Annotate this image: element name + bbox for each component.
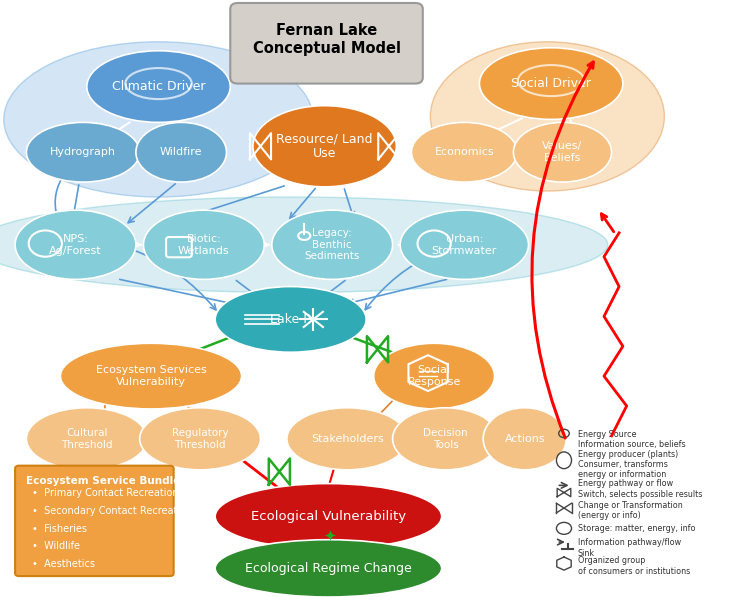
Text: Stakeholders: Stakeholders — [311, 434, 384, 444]
Text: Lake P: Lake P — [270, 313, 311, 326]
Text: •  Wildlife: • Wildlife — [32, 541, 81, 552]
Text: Decision
Tools: Decision Tools — [423, 428, 468, 450]
Ellipse shape — [430, 42, 664, 191]
Ellipse shape — [411, 122, 517, 182]
Text: Resource/ Land
Use: Resource/ Land Use — [276, 133, 373, 160]
FancyBboxPatch shape — [230, 3, 423, 84]
Text: Ecosystem Services
Vulnerability: Ecosystem Services Vulnerability — [96, 365, 206, 387]
Text: Biotic:
Wetlands: Biotic: Wetlands — [178, 234, 230, 256]
Text: •  Primary Contact Recreation: • Primary Contact Recreation — [32, 488, 179, 498]
Text: NPS:
Ag/Forest: NPS: Ag/Forest — [49, 234, 102, 256]
Text: Ecological Regime Change: Ecological Regime Change — [245, 562, 411, 575]
Text: Energy producer (plants)
Consumer, transforms
energy or information: Energy producer (plants) Consumer, trans… — [578, 450, 678, 479]
Ellipse shape — [513, 122, 612, 182]
FancyBboxPatch shape — [15, 466, 174, 576]
Text: Energy Source
Information source, beliefs: Energy Source Information source, belief… — [578, 430, 686, 449]
Text: Regulatory
Threshold: Regulatory Threshold — [172, 428, 229, 450]
Text: Ecological Vulnerability: Ecological Vulnerability — [251, 510, 406, 523]
Ellipse shape — [26, 122, 140, 182]
Text: Legacy:
Benthic
Sediments: Legacy: Benthic Sediments — [304, 228, 360, 261]
Ellipse shape — [215, 484, 442, 549]
Ellipse shape — [253, 106, 396, 187]
Ellipse shape — [483, 408, 566, 470]
Text: •  Secondary Contact Recreation: • Secondary Contact Recreation — [32, 506, 193, 516]
Text: Urban:
Stormwater: Urban: Stormwater — [432, 234, 497, 256]
Text: Climatic Driver: Climatic Driver — [112, 80, 205, 93]
Ellipse shape — [479, 48, 623, 119]
Ellipse shape — [400, 210, 528, 279]
Text: Values/
Beliefs: Values/ Beliefs — [542, 141, 583, 163]
Ellipse shape — [136, 122, 226, 182]
Text: Social Driver: Social Driver — [511, 77, 591, 90]
Ellipse shape — [60, 343, 242, 409]
Ellipse shape — [215, 287, 366, 352]
Ellipse shape — [140, 408, 260, 470]
Text: Hydrograph: Hydrograph — [50, 147, 116, 157]
Ellipse shape — [143, 210, 264, 279]
Ellipse shape — [87, 51, 230, 122]
Text: Social
Response: Social Response — [408, 365, 461, 387]
Text: ✦: ✦ — [323, 528, 336, 543]
Text: Information pathway/flow
Sink: Information pathway/flow Sink — [578, 538, 681, 558]
Ellipse shape — [374, 343, 495, 409]
Text: Organized group
of consumers or institutions: Organized group of consumers or institut… — [578, 556, 690, 576]
Ellipse shape — [393, 408, 498, 470]
Text: Wildfire: Wildfire — [160, 147, 202, 157]
Ellipse shape — [0, 197, 608, 293]
Text: Storage: matter, energy, info: Storage: matter, energy, info — [578, 524, 695, 533]
Ellipse shape — [4, 42, 313, 197]
Text: Ecosystem Service Bundle:: Ecosystem Service Bundle: — [26, 476, 185, 486]
Ellipse shape — [272, 210, 393, 279]
Ellipse shape — [15, 210, 136, 279]
Text: Energy pathway or flow
Switch, selects possible results: Energy pathway or flow Switch, selects p… — [578, 479, 702, 498]
Text: Economics: Economics — [435, 147, 494, 157]
Text: Fernan Lake
Conceptual Model: Fernan Lake Conceptual Model — [252, 23, 401, 56]
Text: •  Fisheries: • Fisheries — [32, 524, 88, 534]
Text: Actions: Actions — [504, 434, 545, 444]
Ellipse shape — [287, 408, 408, 470]
Ellipse shape — [215, 540, 442, 597]
Text: Change or Transformation
(energy or info): Change or Transformation (energy or info… — [578, 501, 683, 520]
Ellipse shape — [26, 408, 147, 470]
Text: •  Aesthetics: • Aesthetics — [32, 559, 95, 570]
Text: Cultural
Threshold: Cultural Threshold — [61, 428, 112, 450]
